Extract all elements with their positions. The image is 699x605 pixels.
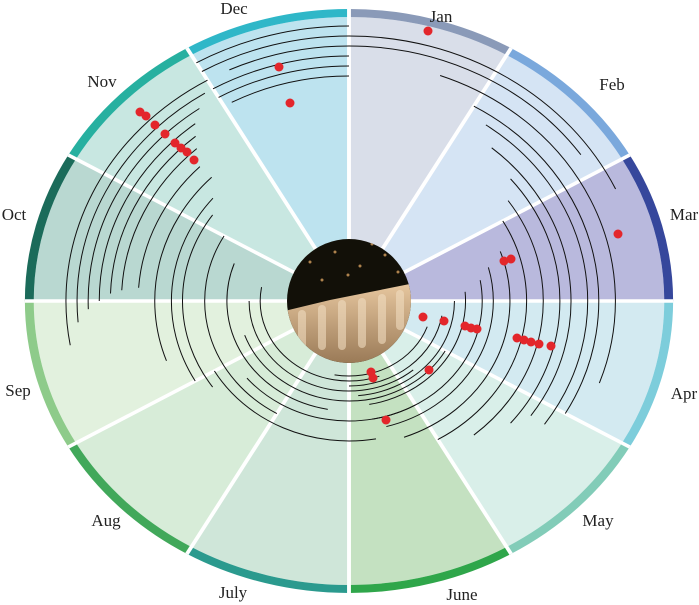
arc (245, 335, 445, 401)
month-rim (68, 48, 192, 159)
arc (214, 371, 376, 441)
arc (155, 177, 212, 361)
dot (381, 415, 391, 425)
dot (472, 324, 482, 334)
arc (404, 251, 510, 437)
month-label: Aug (91, 511, 121, 530)
month-label: July (219, 583, 248, 602)
dot (526, 337, 536, 347)
center-photo (287, 239, 411, 363)
disk (24, 9, 674, 593)
month-sector (191, 301, 350, 585)
arc (202, 36, 349, 72)
arc (88, 108, 199, 309)
month-label: Nov (87, 72, 117, 91)
arc (349, 36, 616, 189)
month-sector (349, 17, 507, 301)
arc (492, 148, 571, 416)
arc (474, 201, 543, 435)
month-sector (33, 159, 349, 301)
dot (141, 111, 151, 121)
dot (182, 147, 192, 157)
month-rim (622, 301, 674, 447)
month-label: Oct (2, 205, 27, 224)
arc (227, 263, 328, 409)
month-rim (68, 443, 192, 554)
dot (512, 333, 522, 343)
month-label: Apr (671, 384, 698, 403)
arc (139, 167, 200, 288)
month-sector (75, 301, 349, 547)
month-rim (349, 546, 512, 593)
arc (349, 316, 442, 386)
arc (386, 267, 493, 426)
arc (260, 287, 379, 381)
month-sector (349, 301, 665, 443)
arc (486, 125, 588, 424)
dot (546, 341, 556, 351)
month-rim (186, 9, 350, 56)
dot (150, 120, 160, 130)
arc (369, 292, 465, 405)
arc (511, 179, 560, 423)
month-label: Dec (220, 0, 248, 18)
month-label: Jan (430, 7, 453, 26)
dot (274, 62, 284, 72)
dot (170, 138, 180, 148)
dot (423, 26, 433, 36)
arc (219, 66, 349, 97)
month-rim (186, 546, 350, 593)
month-sector (191, 17, 350, 301)
arc (232, 76, 349, 102)
month-label: May (582, 511, 614, 530)
arc (122, 149, 197, 291)
dot (285, 98, 295, 108)
month-rim (24, 155, 76, 301)
month-label: Mar (670, 205, 699, 224)
arc (474, 106, 599, 413)
arc (440, 75, 615, 383)
arc (349, 46, 581, 155)
month-sector (349, 301, 623, 547)
arc (358, 301, 454, 396)
month-rim (349, 9, 512, 56)
month-sector (349, 159, 665, 301)
dot (506, 254, 516, 264)
dot (160, 129, 170, 139)
dot (418, 312, 428, 322)
dot (499, 256, 509, 266)
dot (439, 316, 449, 326)
arc (247, 378, 416, 421)
arc (110, 136, 195, 293)
month-rim (24, 301, 76, 447)
dots (135, 26, 623, 425)
dot (424, 365, 434, 375)
month-rim (622, 155, 674, 301)
month-rim (506, 443, 630, 554)
arc (77, 93, 205, 322)
month-label: June (446, 585, 477, 604)
arcs (66, 26, 616, 441)
arc (205, 236, 277, 414)
arc (229, 46, 349, 70)
month-label: Feb (599, 75, 625, 94)
month-sector (349, 301, 507, 585)
dot (368, 373, 378, 383)
arc (196, 26, 349, 63)
month-sector (349, 55, 623, 301)
arc (335, 327, 428, 376)
month-label: Sep (5, 381, 31, 400)
month-sector (33, 301, 349, 443)
arc (182, 215, 212, 387)
dot (189, 155, 199, 165)
arc (171, 198, 213, 381)
dot (613, 229, 623, 239)
month-rim (506, 48, 630, 159)
arc (249, 301, 413, 391)
dot (534, 339, 544, 349)
dot (519, 335, 529, 345)
arc (66, 80, 208, 345)
